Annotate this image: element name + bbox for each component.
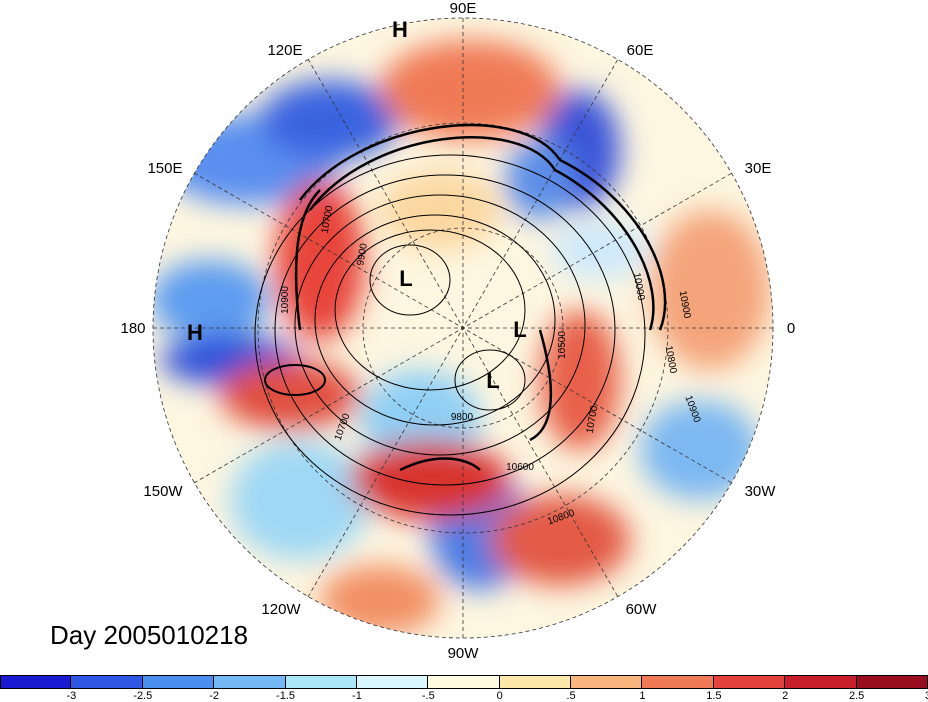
height-contours: [254, 124, 667, 516]
map-title: Day 2005010218: [50, 620, 249, 650]
colorbar-swatch: [356, 675, 429, 689]
low-center-1: L: [399, 266, 412, 291]
colorbar-swatch: [642, 675, 714, 689]
contour-label: 10500: [557, 331, 568, 359]
contour-label: 10000: [631, 272, 647, 302]
lon-label-90w: 90W: [448, 645, 480, 662]
contour-label: 10700: [585, 404, 601, 434]
low-center-3: L: [486, 368, 499, 393]
colorbar-swatch: [571, 675, 643, 689]
low-center-2: L: [513, 317, 526, 342]
longitude-labels: 90E 60E 30E 0 30W 60W 90W 120W 150W 180 …: [120, 0, 795, 662]
contour-label: 10900: [280, 286, 291, 314]
colorbar-swatch: [785, 675, 857, 689]
polar-map: 90E 60E 30E 0 30W 60W 90W 120W 150W 180 …: [120, 0, 795, 662]
colorbar-swatch: [214, 675, 286, 689]
colorbar-tick-label: 1.5: [706, 690, 722, 702]
contour-label: 10800: [663, 345, 679, 375]
lon-label-90e: 90E: [450, 0, 477, 17]
colorbar-tick-label: 2.5: [848, 690, 865, 702]
colorbar-tick-label: .5: [566, 690, 576, 702]
contour-label: 10900: [677, 290, 693, 320]
colorbar-swatch: [285, 675, 357, 689]
colorbar-swatch: [71, 675, 143, 689]
colorbar-swatch: [713, 675, 786, 689]
anomaly-field: [153, 18, 773, 638]
lon-label-150e: 150E: [147, 160, 182, 177]
colorbar-tick-label: 3: [925, 690, 928, 702]
high-center-top: H: [392, 17, 408, 42]
colorbar-swatch: [142, 675, 215, 689]
lon-label-150w: 150W: [143, 483, 183, 500]
lon-label-0: 0: [787, 320, 795, 337]
colorbar-tick-label: -1.5: [276, 690, 296, 702]
colorbar-swatch: [499, 675, 572, 689]
colorbar-tick-label: -1: [352, 690, 362, 702]
contour-label: 10700: [320, 204, 336, 234]
contour-label: 9900: [355, 242, 370, 266]
colorbar-tick-label: -2: [209, 690, 220, 702]
lon-label-60e: 60E: [627, 42, 654, 59]
pressure-centers: H H L L L: [187, 17, 527, 393]
colorbar-tick-label: 2: [782, 690, 789, 702]
contour-label: 10600: [506, 462, 534, 473]
colorbar-tick-label: -.5: [421, 690, 435, 702]
colorbar-tick-label: 1: [639, 690, 646, 702]
colorbar-tick-label: -2.5: [133, 690, 153, 702]
colorbar: -3 -2.5 -2 -1.5 -1 -.5 0 .5 1 1.5 2 2.5 3: [0, 675, 928, 702]
lon-label-120e: 120E: [267, 42, 302, 59]
high-center-left: H: [187, 320, 203, 345]
colorbar-frame: [0, 675, 928, 689]
lon-label-180: 180: [120, 320, 145, 337]
lon-label-120w: 120W: [261, 601, 301, 618]
colorbar-swatch: [0, 675, 72, 689]
lon-label-30e: 30E: [745, 160, 772, 177]
contour-label: 9800: [451, 412, 474, 423]
colorbar-swatch: [428, 675, 500, 689]
lon-label-30w: 30W: [745, 483, 777, 500]
graticule: [152, 17, 774, 639]
colorbar-tick-label: 0: [496, 690, 503, 702]
colorbar-tick-label: -3: [66, 690, 77, 702]
lon-label-60w: 60W: [626, 601, 658, 618]
